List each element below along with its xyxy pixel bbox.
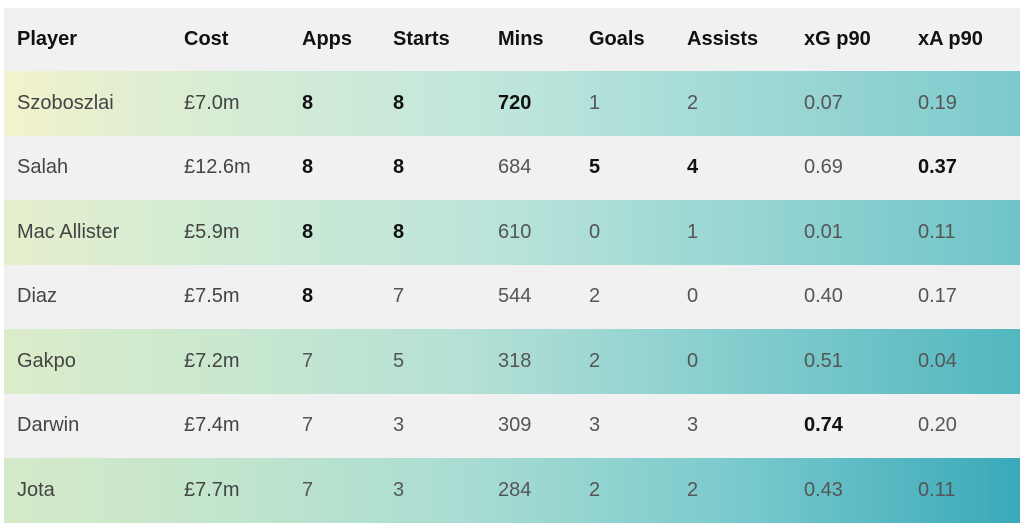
cell-player: Jota — [17, 478, 55, 501]
column-header-goals: Goals — [589, 28, 645, 50]
cell-assists: 0 — [687, 349, 699, 372]
cell-xg-p90: 0.74 — [804, 414, 843, 437]
cell-xa-p90: 0.19 — [918, 91, 957, 114]
cell-apps: 7 — [302, 349, 314, 372]
cell-mins: 720 — [498, 91, 532, 114]
cell-mins: 544 — [498, 285, 532, 308]
cell-player: Diaz — [17, 285, 58, 308]
table-row: Gakpo £7.2m 7 5 318 2 0 0.51 0.04 — [4, 329, 1020, 394]
table-row: Jota £7.7m 7 3 284 2 2 0.43 0.11 — [4, 458, 1020, 523]
cell-apps: 7 — [302, 478, 314, 501]
column-header-player: Player — [17, 28, 78, 50]
cell-cost: £7.0m — [184, 91, 240, 114]
column-header-assists: Assists — [687, 28, 759, 50]
cell-xa-p90: 0.04 — [918, 349, 957, 372]
cell-apps: 7 — [302, 414, 314, 437]
cell-mins: 318 — [498, 349, 532, 372]
table-row: Szoboszlai £7.0m 8 8 720 1 2 0.07 0.19 — [4, 71, 1020, 136]
cell-assists: 2 — [687, 91, 699, 114]
header-row: Player Cost Apps Starts Mins Goals Assis… — [4, 8, 1020, 71]
column-header-mins: Mins — [498, 28, 544, 50]
cell-goals: 3 — [589, 414, 601, 437]
cell-mins: 684 — [498, 156, 532, 179]
table-row: Darwin £7.4m 7 3 309 3 3 0.74 0.20 — [4, 393, 1020, 458]
cell-player: Szoboszlai — [17, 91, 114, 114]
table-header: Player Cost Apps Starts Mins Goals Assis… — [4, 8, 1020, 71]
player-stats-table: Player Cost Apps Starts Mins Goals Assis… — [4, 8, 1020, 523]
cell-xg-p90: 0.51 — [804, 349, 843, 372]
cell-player: Mac Allister — [17, 220, 120, 243]
cell-goals: 2 — [589, 285, 601, 308]
cell-player: Salah — [17, 156, 69, 179]
cell-mins: 309 — [498, 414, 532, 437]
cell-starts: 3 — [393, 414, 405, 437]
cell-mins: 610 — [498, 220, 532, 243]
cell-starts: 8 — [393, 91, 405, 114]
cell-cost: £12.6m — [184, 156, 251, 179]
cell-goals: 2 — [589, 349, 601, 372]
cell-cost: £7.4m — [184, 414, 240, 437]
cell-apps: 8 — [302, 91, 314, 114]
cell-player: Gakpo — [17, 349, 76, 372]
cell-goals: 1 — [589, 91, 601, 114]
column-header-xg-p90: xG p90 — [804, 28, 871, 50]
cell-goals: 0 — [589, 220, 601, 243]
cell-starts: 5 — [393, 349, 405, 372]
column-header-apps: Apps — [302, 28, 352, 50]
cell-xg-p90: 0.69 — [804, 156, 843, 179]
cell-xg-p90: 0.07 — [804, 91, 843, 114]
cell-starts: 8 — [393, 220, 405, 243]
column-header-starts: Starts — [393, 28, 450, 50]
cell-mins: 284 — [498, 478, 532, 501]
cell-assists: 4 — [687, 156, 699, 179]
cell-cost: £5.9m — [184, 220, 240, 243]
cell-apps: 8 — [302, 156, 314, 179]
column-header-cost: Cost — [184, 28, 229, 50]
cell-cost: £7.2m — [184, 349, 240, 372]
cell-apps: 8 — [302, 220, 314, 243]
cell-goals: 5 — [589, 156, 601, 179]
player-stats-table-container: Player Cost Apps Starts Mins Goals Assis… — [4, 8, 1020, 523]
cell-xa-p90: 0.11 — [918, 220, 956, 243]
cell-xg-p90: 0.01 — [804, 220, 843, 243]
cell-xa-p90: 0.37 — [918, 156, 957, 179]
table-row: Mac Allister £5.9m 8 8 610 0 1 0.01 0.11 — [4, 200, 1020, 265]
cell-player: Darwin — [17, 414, 80, 437]
cell-xa-p90: 0.11 — [918, 478, 956, 501]
cell-xg-p90: 0.40 — [804, 285, 843, 308]
cell-assists: 3 — [687, 414, 699, 437]
cell-xg-p90: 0.43 — [804, 478, 843, 501]
table-row: Salah £12.6m 8 8 684 5 4 0.69 0.37 — [4, 135, 1020, 200]
cell-goals: 2 — [589, 478, 601, 501]
cell-xa-p90: 0.20 — [918, 414, 957, 437]
table-body: Szoboszlai £7.0m 8 8 720 1 2 0.07 0.19 S… — [4, 71, 1020, 523]
cell-starts: 7 — [393, 285, 405, 308]
cell-starts: 3 — [393, 478, 405, 501]
cell-cost: £7.5m — [184, 285, 240, 308]
cell-assists: 0 — [687, 285, 699, 308]
cell-assists: 1 — [687, 220, 699, 243]
table-row: Diaz £7.5m 8 7 544 2 0 0.40 0.17 — [4, 264, 1020, 329]
cell-starts: 8 — [393, 156, 405, 179]
cell-xa-p90: 0.17 — [918, 285, 957, 308]
cell-assists: 2 — [687, 478, 699, 501]
cell-apps: 8 — [302, 285, 314, 308]
column-header-xa-p90: xA p90 — [918, 28, 983, 50]
cell-cost: £7.7m — [184, 478, 240, 501]
